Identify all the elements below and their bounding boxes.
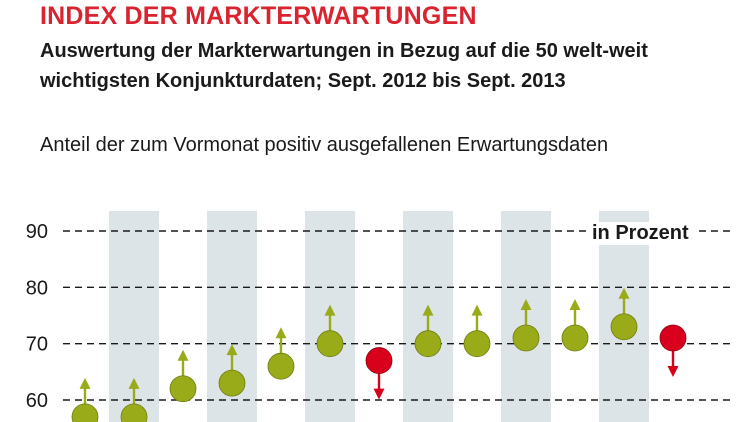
- data-point-up: [463, 330, 491, 358]
- arrow-up-head: [422, 304, 434, 316]
- arrow-up-head: [520, 299, 532, 311]
- y-tick-label: 90: [26, 221, 48, 243]
- data-point-up: [169, 375, 197, 403]
- data-point-up: [267, 352, 295, 380]
- data-point-up: [316, 330, 344, 358]
- arrow-up-head: [569, 299, 581, 311]
- y-tick-label: 70: [26, 334, 48, 356]
- page-subtitle: Auswertung der Markterwartungen in Bezug…: [40, 40, 648, 92]
- y-tick-label: 60: [26, 390, 48, 412]
- y-axis-unit-label: in Prozent: [586, 222, 695, 245]
- y-tick-label: 80: [26, 277, 48, 299]
- data-point-up: [512, 324, 540, 352]
- data-point-up: [414, 330, 442, 358]
- arrow-up-head: [471, 304, 483, 316]
- data-point-up: [561, 324, 589, 352]
- arrow-up-head: [324, 304, 336, 316]
- data-point-up: [120, 403, 148, 422]
- data-point-up: [610, 313, 638, 341]
- data-point-up: [218, 369, 246, 397]
- arrow-up-head: [79, 377, 91, 389]
- arrow-up-head: [128, 377, 140, 389]
- arrow-down-head: [667, 366, 679, 378]
- arrow-up-head: [226, 344, 238, 356]
- data-point-up: [71, 403, 99, 422]
- arrow-up-head: [618, 287, 630, 299]
- arrow-up-head: [177, 349, 189, 361]
- arrow-down-head: [373, 388, 385, 400]
- page-title: INDEX DER MARKTERWARTUNGEN: [40, 2, 477, 30]
- arrow-up-head: [275, 327, 287, 339]
- data-point-down: [659, 324, 687, 352]
- chart-title: Anteil der zum Vormonat positiv ausgefal…: [40, 134, 609, 156]
- data-point-down: [365, 347, 393, 374]
